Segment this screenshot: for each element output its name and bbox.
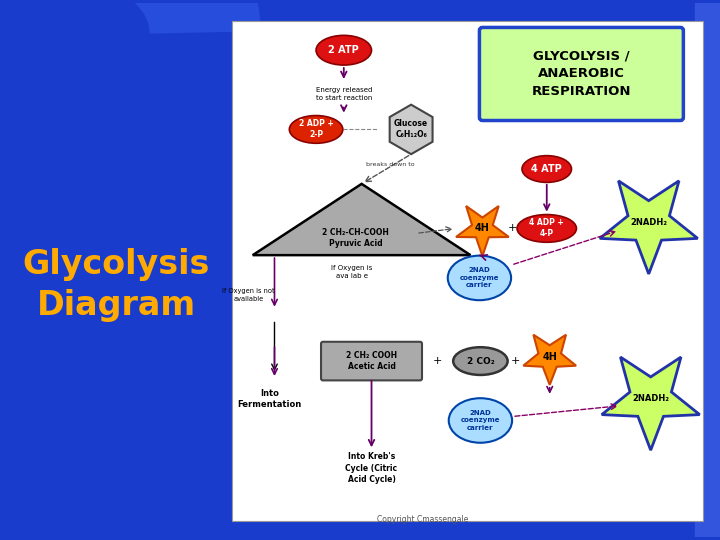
Ellipse shape <box>449 398 512 443</box>
Ellipse shape <box>448 255 511 300</box>
Text: Into Kreb's
Cycle (Citric
Acid Cycle): Into Kreb's Cycle (Citric Acid Cycle) <box>346 451 397 484</box>
Bar <box>696 3 720 537</box>
FancyBboxPatch shape <box>232 21 703 522</box>
Polygon shape <box>456 206 509 256</box>
Text: 4H: 4H <box>475 224 490 233</box>
Text: Into
Fermentation: Into Fermentation <box>238 389 302 409</box>
Text: 4H: 4H <box>542 352 557 362</box>
Polygon shape <box>523 335 576 385</box>
Text: +: + <box>433 356 443 366</box>
Text: 2 CH₂ COOH
Acetic Acid: 2 CH₂ COOH Acetic Acid <box>346 351 397 371</box>
FancyBboxPatch shape <box>321 342 422 380</box>
Polygon shape <box>602 357 700 450</box>
Ellipse shape <box>316 35 372 65</box>
Text: GLYCOLYSIS /
ANAEROBIC
RESPIRATION: GLYCOLYSIS / ANAEROBIC RESPIRATION <box>531 50 631 98</box>
Text: breaks down to: breaks down to <box>366 161 415 166</box>
FancyBboxPatch shape <box>480 28 683 120</box>
Text: 2NADH₂: 2NADH₂ <box>632 394 669 403</box>
Text: If Oxygen is
ava lab e: If Oxygen is ava lab e <box>331 265 372 279</box>
Text: 4 ATP: 4 ATP <box>531 164 562 174</box>
Polygon shape <box>390 105 433 154</box>
Text: 2NADH₂: 2NADH₂ <box>630 218 667 227</box>
Text: 2NAD
coenzyme
carrier: 2NAD coenzyme carrier <box>459 267 499 288</box>
Ellipse shape <box>289 116 343 143</box>
Text: 2 ADP +
2-P: 2 ADP + 2-P <box>299 119 333 139</box>
Text: 2NAD
coenzyme
carrier: 2NAD coenzyme carrier <box>461 410 500 431</box>
Text: +: + <box>510 356 520 366</box>
Ellipse shape <box>522 156 572 183</box>
Text: 4 ADP +
4-P: 4 ADP + 4-P <box>529 218 564 239</box>
Text: 2 ATP: 2 ATP <box>328 45 359 55</box>
Text: Energy released
to start reaction: Energy released to start reaction <box>315 87 372 100</box>
Polygon shape <box>600 181 698 274</box>
Text: Copyright Cmassengale: Copyright Cmassengale <box>377 515 469 524</box>
Text: Glucose
C₆H₁₂O₆: Glucose C₆H₁₂O₆ <box>394 119 428 139</box>
Text: 2 CH₂-CH-COOH
Pyruvic Acid: 2 CH₂-CH-COOH Pyruvic Acid <box>323 228 389 248</box>
Text: +: + <box>508 224 517 233</box>
Text: 2 CO₂: 2 CO₂ <box>467 356 495 366</box>
Ellipse shape <box>453 347 508 375</box>
Text: If Oxygen is not
available: If Oxygen is not available <box>222 288 275 301</box>
Text: Glycolysis
Diagram: Glycolysis Diagram <box>22 248 210 322</box>
Ellipse shape <box>517 214 577 242</box>
Polygon shape <box>253 184 470 255</box>
